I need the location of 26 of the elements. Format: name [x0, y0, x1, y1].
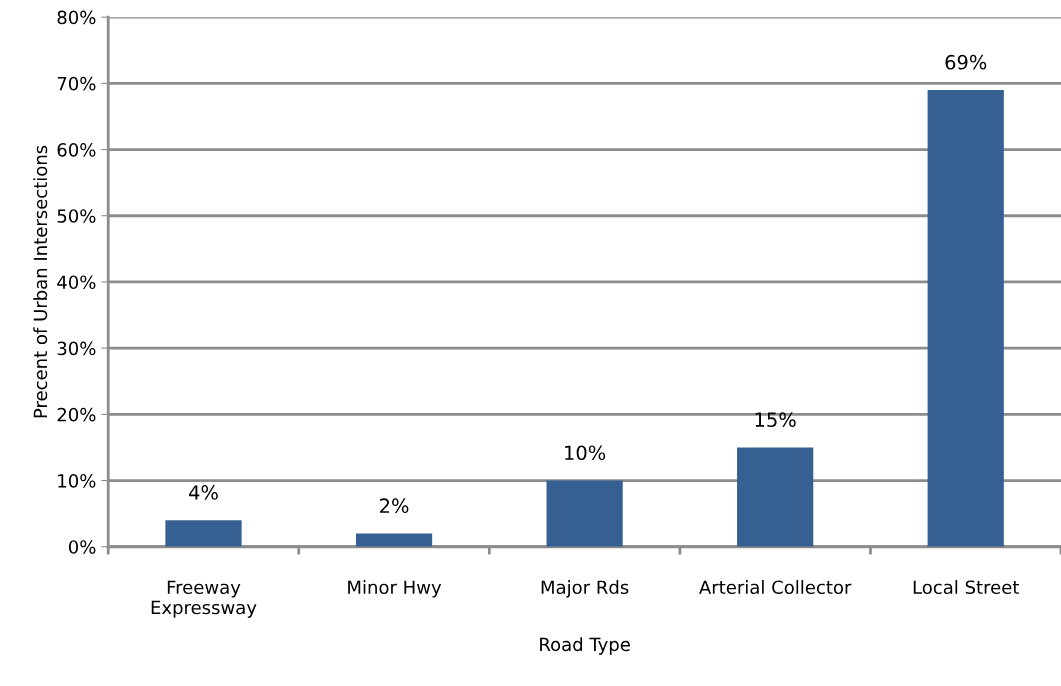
bar: [927, 89, 1004, 547]
y-tick-label: 30%: [57, 341, 96, 356]
y-axis-title: Precent of Urban Intersections: [33, 145, 48, 418]
bar: [355, 533, 433, 547]
x-tick-label: Arterial Collector: [699, 580, 852, 595]
bar: [165, 520, 242, 547]
x-tick-label: Major Rds: [541, 580, 629, 598]
data-label: 2%: [380, 498, 409, 514]
x-tick-label: Minor Hwy: [348, 580, 442, 598]
data-label: 15%: [755, 412, 796, 428]
x-axis-title: Road Type: [540, 637, 630, 655]
y-tick-label: 10%: [58, 474, 96, 488]
data-label: 69%: [945, 54, 987, 70]
y-tick-label: 60%: [57, 143, 96, 157]
y-tick-label: 40%: [57, 275, 96, 290]
y-tick-label: 20%: [57, 407, 96, 422]
y-tick-label: 70%: [57, 76, 96, 91]
data-label: 10%: [565, 445, 606, 461]
bar: [546, 480, 623, 547]
y-tick-label: 50%: [57, 209, 96, 223]
y-tick-label: 80%: [57, 10, 96, 25]
x-tick-label: Local Street: [913, 580, 1019, 595]
data-label: 4%: [189, 485, 218, 500]
bar: [737, 447, 814, 547]
y-tick-label: 0%: [68, 540, 96, 554]
x-tick-label: Freeway Expressway: [151, 580, 257, 618]
